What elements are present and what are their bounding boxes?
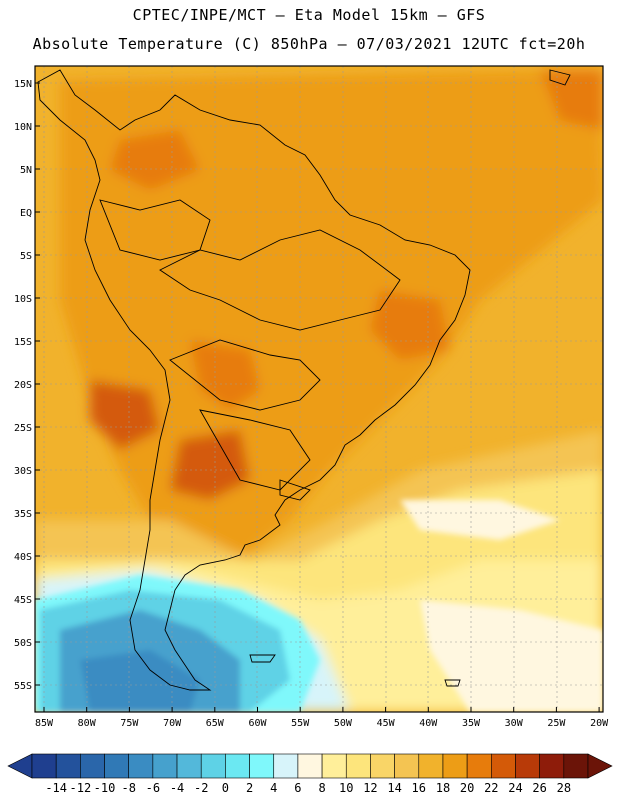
colorbar-tick-label: -2 (194, 781, 208, 795)
colorbar-tick-label: -8 (121, 781, 135, 795)
colorbar-swatch (31, 753, 57, 779)
colorbar-swatch (442, 753, 468, 779)
colorbar-swatch (491, 753, 516, 779)
colorbar-swatch (515, 753, 540, 779)
lat-label: 25S (14, 423, 32, 434)
colorbar-swatch (249, 753, 275, 779)
lon-label: 45W (377, 718, 396, 729)
colorbar-swatch (104, 753, 129, 779)
lat-label: 45S (14, 595, 32, 606)
colorbar-tick-label: 26 (532, 781, 546, 795)
lat-label: 50S (14, 638, 32, 649)
lat-label: 10N (14, 122, 32, 133)
lon-label: 40W (419, 718, 438, 729)
colorbar-swatch (225, 753, 250, 779)
lon-label: 70W (163, 718, 182, 729)
colorbar-swatch (152, 753, 178, 779)
lon-label: 25W (547, 718, 566, 729)
lon-label: 20W (590, 718, 609, 729)
lat-label: 40S (14, 552, 32, 563)
longitude-axis: 85W 80W 75W 70W 65W 60W 55W 50W 45W 40W 35W 30W 25W 2… (35, 707, 609, 729)
colorbar-swatch (273, 753, 299, 779)
colorbar-tick-label: 24 (508, 781, 522, 795)
lat-label: 10S (14, 294, 32, 305)
lat-label: 20S (14, 380, 32, 391)
lon-label: 85W (35, 718, 54, 729)
colorbar-swatch (370, 753, 395, 779)
colorbar-swatch (55, 753, 81, 779)
lat-label: 30S (14, 466, 32, 477)
colorbar-swatch (80, 753, 105, 779)
colorbar-max-arrow (587, 753, 613, 779)
colorbar-swatch (418, 753, 444, 779)
colorbar-swatch (539, 753, 565, 779)
latitude-axis: 15N 10N 5N EQ 5S 10S 15S 20S 25S 30S 35S 40S 45S 50S 5… (14, 79, 40, 692)
colorbar-tick-label: 14 (387, 781, 401, 795)
colorbar-tick-label: 6 (294, 781, 301, 795)
colorbar-tick-label: 18 (436, 781, 450, 795)
colorbar-tick-label: 2 (246, 781, 253, 795)
colorbar-swatch (394, 753, 420, 779)
lon-label: 80W (78, 718, 97, 729)
lat-label: 55S (14, 681, 32, 692)
lat-label: 15N (14, 79, 32, 90)
colorbar-tick-label: 0 (222, 781, 229, 795)
colorbar-tick-label: 20 (460, 781, 474, 795)
lon-label: 30W (505, 718, 524, 729)
colorbar-tick-label: -10 (94, 781, 116, 795)
lon-label: 60W (248, 718, 267, 729)
coastline (37, 69, 571, 691)
lon-label: 50W (334, 718, 353, 729)
lon-label: 55W (291, 718, 310, 729)
colorbar: -14 -12 -10 -8 -6 -4 -2 0 2 4 6 8 10 12 14 16 18 20 22 24 26… (7, 753, 613, 795)
colorbar-swatch (128, 753, 154, 779)
lat-label: 5N (20, 165, 32, 176)
colorbar-swatch (563, 753, 589, 779)
colorbar-tick-label: 22 (484, 781, 498, 795)
colorbar-tick-label: 28 (557, 781, 571, 795)
colorbar-swatch (345, 753, 371, 779)
colorbar-tick-label: -6 (146, 781, 160, 795)
colorbar-tick-label: -4 (170, 781, 184, 795)
colorbar-swatch (176, 753, 202, 779)
colorbar-swatch (297, 753, 323, 779)
lat-label: 15S (14, 337, 32, 348)
colorbar-tick-label: 10 (339, 781, 353, 795)
colorbar-tick-label: 12 (363, 781, 377, 795)
title-line-1: CPTEC/INPE/MCT – Eta Model 15km – GFS (132, 6, 486, 24)
lat-label: EQ (20, 208, 32, 219)
plot-frame (34, 65, 604, 713)
colorbar-min-arrow (7, 753, 33, 779)
colorbar-tick-label: -14 (45, 781, 67, 795)
lon-label: 75W (120, 718, 139, 729)
temperature-field (35, 66, 603, 712)
colorbar-swatch (466, 753, 492, 779)
colorbar-tick-label: 16 (412, 781, 426, 795)
lat-label: 5S (20, 251, 32, 262)
colorbar-swatch (321, 753, 347, 779)
lon-label: 65W (206, 718, 225, 729)
lon-label: 35W (462, 718, 481, 729)
colorbar-tick-label: 8 (318, 781, 325, 795)
colorbar-swatch (200, 753, 226, 779)
colorbar-tick-label: 4 (270, 781, 277, 795)
title-line-2: Absolute Temperature (C) 850hPa – 07/03/… (32, 35, 586, 53)
colorbar-tick-label: -12 (70, 781, 92, 795)
lat-label: 35S (14, 509, 32, 520)
